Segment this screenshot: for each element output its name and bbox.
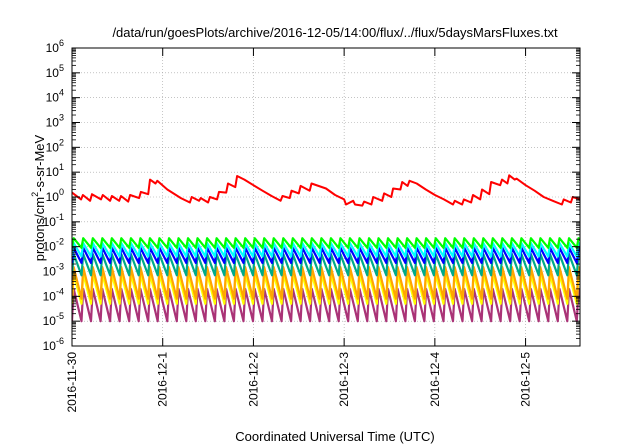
y-tick-label: 106	[46, 38, 64, 55]
y-tick-labels: 10-610-510-410-310-210-11001011021031041…	[43, 38, 64, 353]
x-tick-label: 2016-12-2	[246, 352, 260, 407]
y-tick-label: 102	[46, 137, 64, 154]
y-tick-exponent: 0	[59, 187, 64, 197]
y-tick-exponent: -5	[56, 311, 64, 321]
series-group	[72, 174, 580, 323]
y-tick-exponent: -2	[56, 237, 64, 247]
series-line	[72, 237, 580, 249]
y-tick-base: 10	[46, 190, 60, 204]
y-tick-base: 10	[46, 66, 60, 80]
x-axis-label: Coordinated Universal Time (UTC)	[235, 429, 434, 444]
y-tick-label: 105	[46, 63, 64, 80]
y-tick-base: 10	[46, 91, 60, 105]
y-tick-base: 10	[43, 265, 57, 279]
y-tick-base: 10	[43, 289, 57, 303]
y-tick-exponent: 6	[59, 38, 64, 48]
x-tick-labels: 2016-11-30 2016-12-1 2016-12-2 2016-12-3 201…	[65, 352, 533, 413]
y-tick-label: 10-2	[43, 237, 64, 254]
y-tick-label: 10-3	[43, 262, 64, 279]
x-tick-label: 2016-12-4	[428, 352, 442, 407]
y-tick-label: 104	[46, 88, 64, 105]
y-tick-base: 10	[46, 140, 60, 154]
chart-title: /data/run/goesPlots/archive/2016-12-05/1…	[112, 25, 558, 40]
y-axis-label-exponent: 2	[30, 192, 40, 197]
y-tick-base: 10	[43, 339, 57, 353]
y-tick-exponent: 4	[59, 88, 64, 98]
axes	[71, 47, 581, 347]
y-tick-exponent: 1	[59, 162, 64, 172]
y-tick-exponent: -1	[56, 212, 64, 222]
y-tick-base: 10	[43, 240, 57, 254]
plot-frame	[71, 47, 581, 347]
y-tick-base: 10	[46, 116, 60, 130]
y-tick-base: 10	[46, 41, 60, 55]
series-line	[72, 174, 580, 207]
x-tick-label: 2016-11-30	[65, 352, 79, 413]
y-tick-label: 10-5	[43, 311, 64, 328]
series-line	[72, 266, 580, 300]
y-tick-label: 10-4	[43, 286, 64, 303]
x-tick-label: 2016-12-5	[519, 352, 533, 407]
y-tick-exponent: -6	[56, 336, 64, 346]
x-tick-label: 2016-12-1	[156, 352, 170, 407]
y-tick-exponent: 3	[59, 113, 64, 123]
y-tick-label: 10-6	[43, 336, 64, 353]
y-tick-exponent: 5	[59, 63, 64, 73]
y-tick-exponent: -4	[56, 286, 64, 296]
y-tick-base: 10	[46, 165, 60, 179]
y-tick-base: 10	[43, 215, 57, 229]
y-tick-label: 10-1	[43, 212, 64, 229]
y-tick-exponent: -3	[56, 262, 64, 272]
y-tick-label: 101	[46, 162, 64, 179]
x-tick-label: 2016-12-3	[337, 352, 351, 407]
y-axis-label-rest: -s-sr-MeV	[32, 134, 47, 191]
y-tick-label: 100	[46, 187, 64, 204]
y-axis-label: protons/cm2-s-sr-MeV	[30, 134, 47, 261]
y-tick-label: 103	[46, 113, 64, 130]
y-tick-exponent: 2	[59, 137, 64, 147]
y-tick-base: 10	[43, 314, 57, 328]
y-axis-label-base: protons/cm	[32, 197, 47, 261]
